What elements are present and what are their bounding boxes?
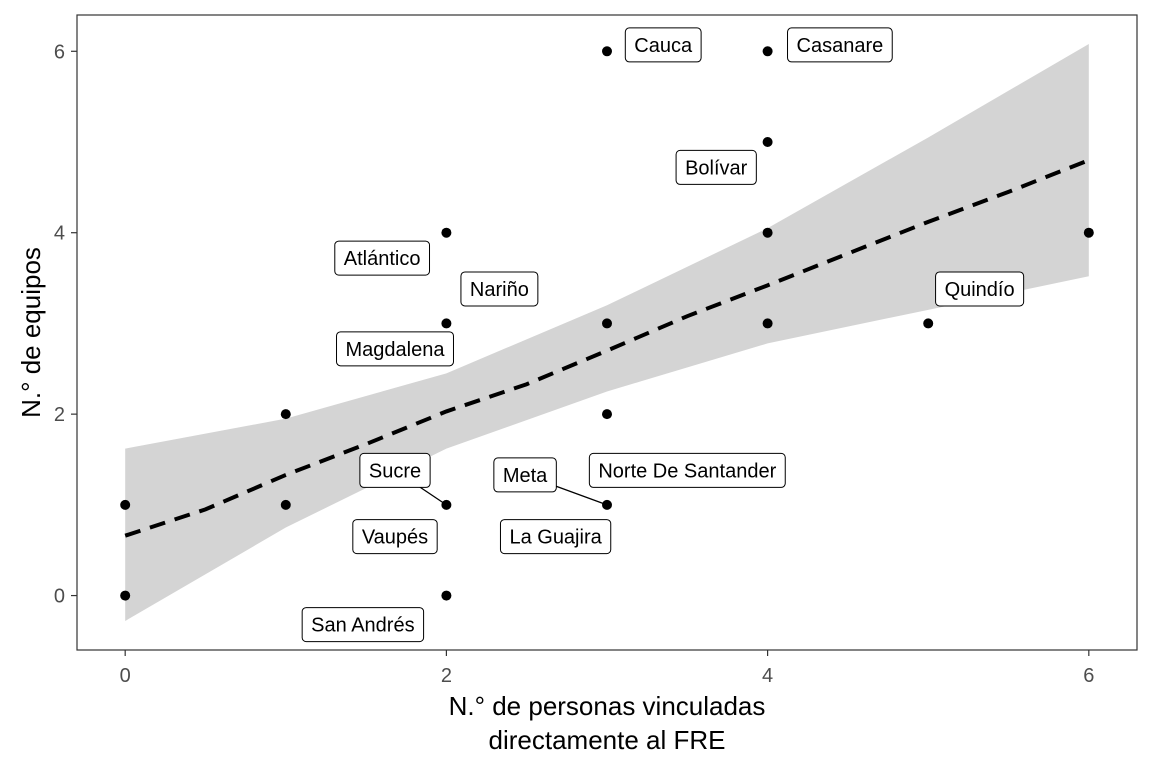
point-label: Meta <box>493 457 608 506</box>
data-point <box>1083 227 1094 238</box>
label-box <box>460 271 539 307</box>
label-box <box>336 331 454 367</box>
point-label: Atlántico <box>334 240 431 276</box>
point-label: Magdalena <box>336 331 454 367</box>
data-point <box>602 46 612 57</box>
data-point <box>602 318 612 329</box>
label-box <box>624 27 702 63</box>
label-box <box>493 457 557 493</box>
data-point <box>441 318 452 329</box>
x-tick-label: 0 <box>120 665 131 687</box>
label-text: Meta <box>503 465 548 487</box>
x-tick-label: 2 <box>441 665 452 687</box>
point-label: La Guajira <box>499 519 612 555</box>
point-label: Casanare <box>787 27 893 63</box>
data-point <box>441 590 452 601</box>
point-label: Norte De Santander <box>588 452 786 488</box>
x-tick-label: 4 <box>762 665 773 687</box>
data-point <box>280 499 291 510</box>
data-point <box>762 227 773 238</box>
label-text: Nariño <box>470 279 529 301</box>
label-text: Atlántico <box>344 248 421 270</box>
data-point <box>280 409 291 420</box>
y-tick-label: 4 <box>54 223 65 245</box>
label-box <box>935 271 1025 307</box>
data-point <box>762 46 773 57</box>
label-text: Bolívar <box>685 157 748 179</box>
label-text: Quindío <box>945 279 1015 301</box>
point-label: Sucre <box>359 452 447 506</box>
label-text: Norte De Santander <box>598 460 776 482</box>
x-axis-title-line-2: directamente al FRE <box>489 725 726 755</box>
trend-line <box>124 158 1090 538</box>
point-label: Nariño <box>460 271 539 307</box>
x-tick-label: 6 <box>1083 665 1094 687</box>
y-tick-label: 0 <box>54 586 65 608</box>
y-tick-label: 6 <box>54 41 65 63</box>
data-point <box>762 137 773 147</box>
y-tick-label: 2 <box>54 404 65 426</box>
label-text: Magdalena <box>346 339 446 361</box>
data-point <box>762 318 773 329</box>
x-axis-title-line-1: N.° de personas vinculadas <box>449 691 766 721</box>
label-box <box>359 452 431 488</box>
data-point <box>602 409 612 420</box>
plot-panel-border <box>76 14 1138 651</box>
label-box <box>352 519 438 555</box>
data-point <box>120 499 131 510</box>
label-text: Vaupés <box>362 527 428 549</box>
label-text: San Andrés <box>311 615 414 637</box>
point-label: Quindío <box>935 271 1025 307</box>
label-text: Cauca <box>634 35 693 57</box>
label-text: Sucre <box>369 460 421 482</box>
label-box <box>588 452 786 488</box>
point-label: Cauca <box>624 27 702 63</box>
point-label: Vaupés <box>352 519 438 555</box>
label-box <box>301 607 425 643</box>
label-text: La Guajira <box>509 527 602 549</box>
data-point <box>441 227 452 238</box>
data-point <box>923 318 934 329</box>
y-axis-title: N.° de equipos <box>16 247 46 418</box>
label-box <box>334 240 431 276</box>
data-point <box>120 590 131 601</box>
label-box <box>499 519 612 555</box>
label-box <box>787 27 893 63</box>
label-box <box>675 149 757 185</box>
point-label: Bolívar <box>675 149 757 185</box>
label-text: Casanare <box>797 35 884 57</box>
point-label: San Andrés <box>301 607 425 643</box>
